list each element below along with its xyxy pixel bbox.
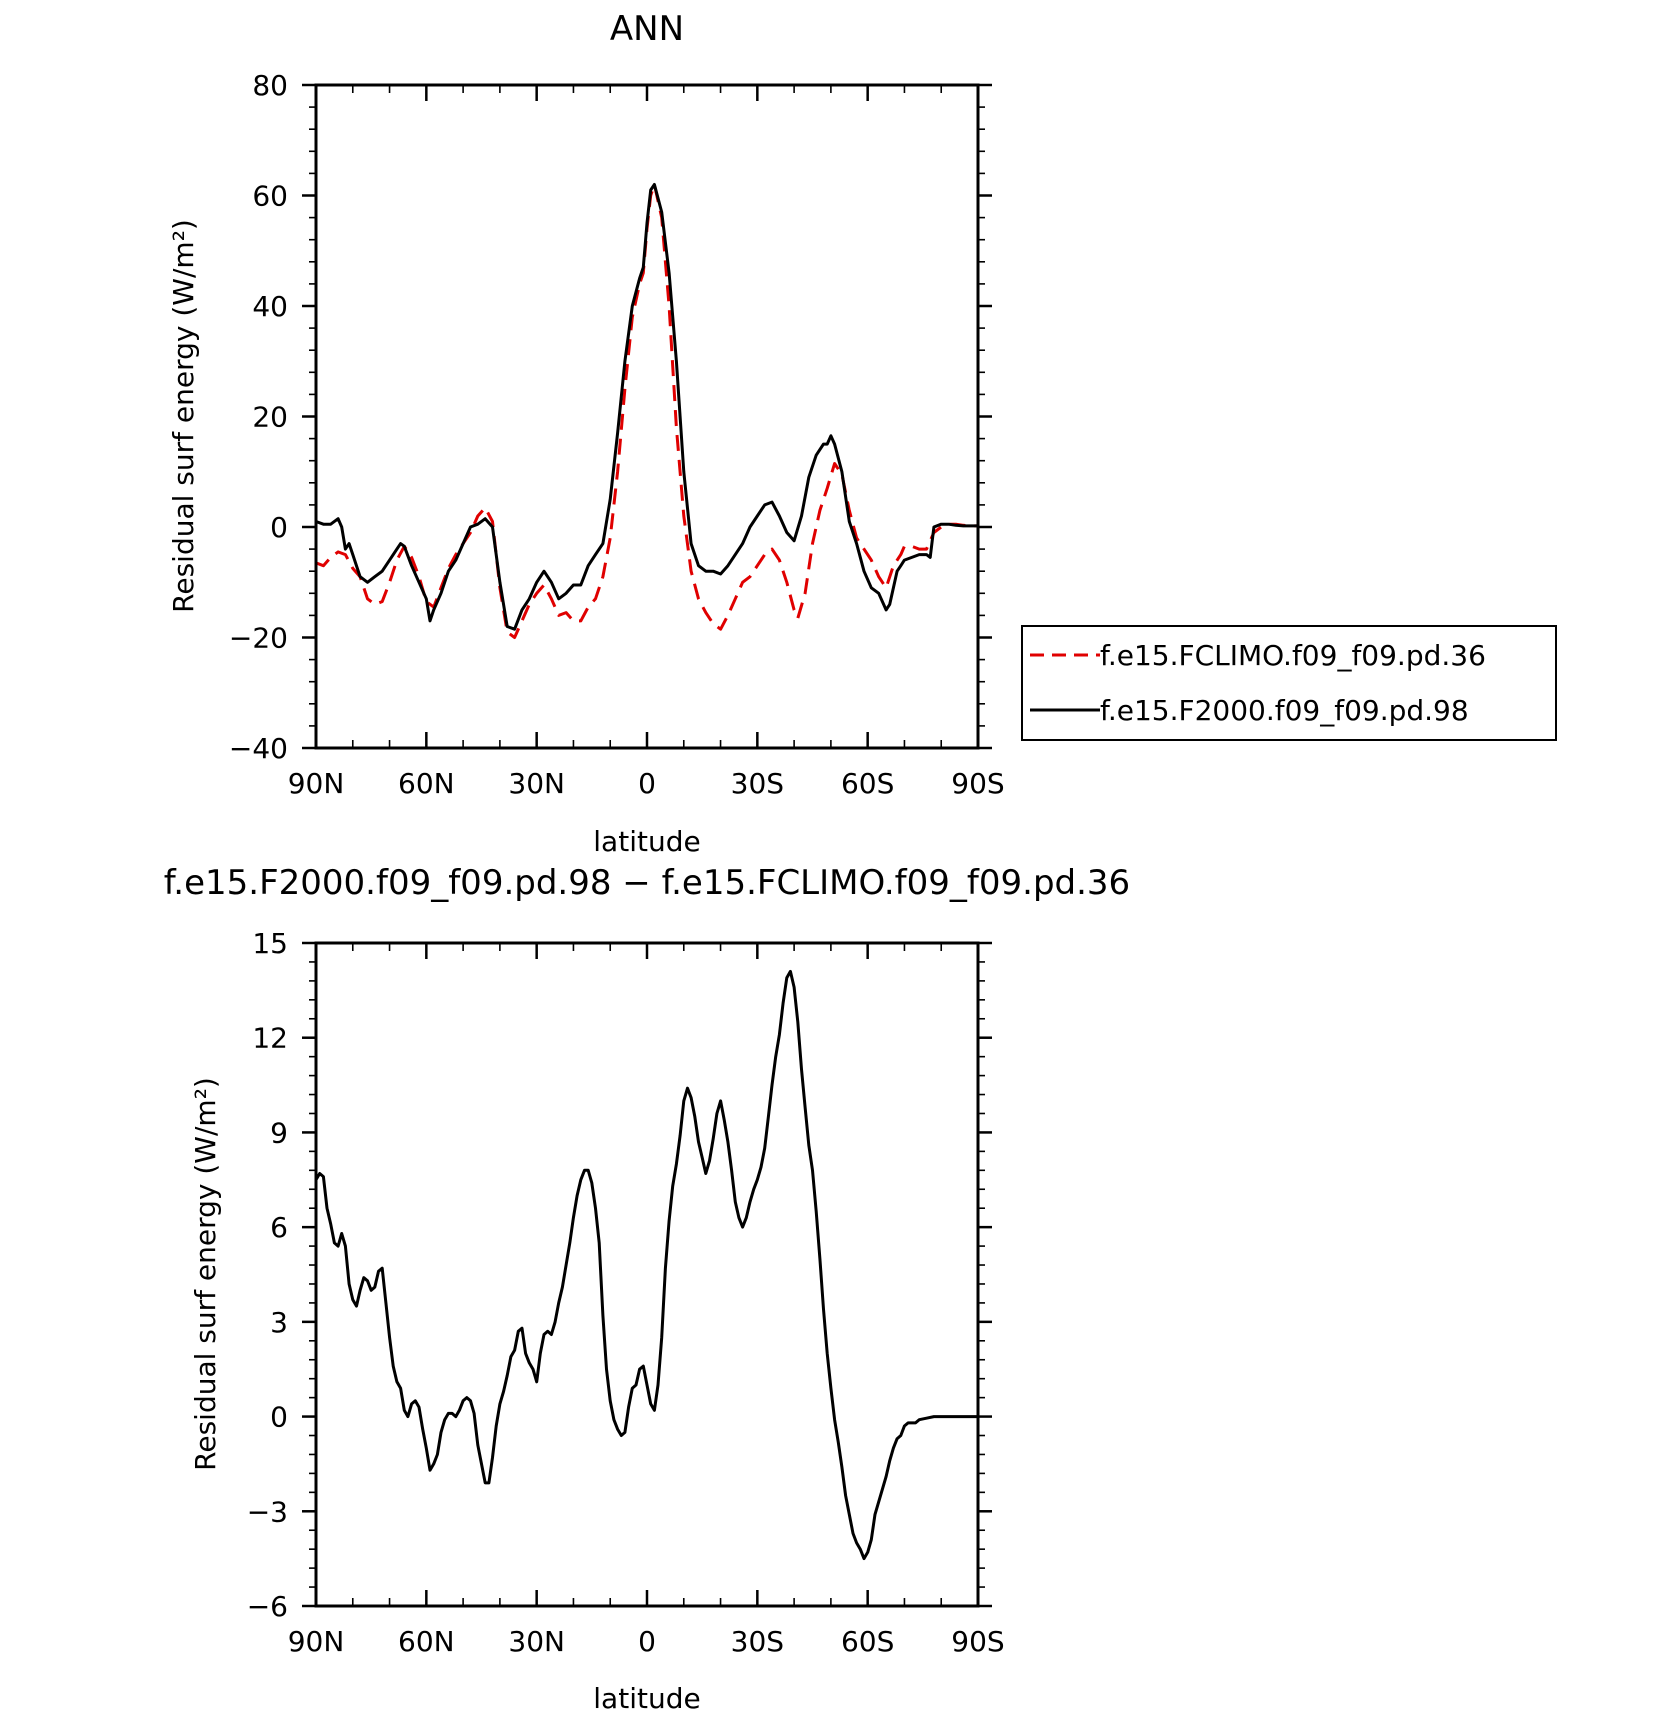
top-x-tick-label: 90S [951, 767, 1004, 800]
bottom-y-tick-label: 12 [252, 1022, 288, 1055]
top-x-tick-label: 0 [638, 767, 656, 800]
bottom-x-axis-title: latitude [593, 1682, 700, 1715]
top-plot-title: ANN [610, 9, 684, 49]
annual-mean-panel: ANN 90N 60N 30N 0 30S 60S 90S −40 −20 0 20 40 60 80 l… [167, 9, 1557, 858]
top-y-tick-label: −40 [229, 732, 288, 765]
bottom-x-tick-label: 0 [638, 1625, 656, 1658]
top-x-axis-title: latitude [593, 825, 700, 858]
bottom-y-tick-label: 6 [270, 1211, 288, 1244]
bottom-series-line-1 [314, 969, 978, 1561]
bottom-y-tick-label: −6 [247, 1590, 288, 1623]
bottom-y-axis-title: Residual surf energy (W/m²) [189, 1077, 222, 1471]
top-series-line-1 [315, 183, 978, 639]
bottom-y-tick-label: 3 [270, 1306, 288, 1339]
legend-label-f2000: f.e15.F2000.f09_f09.pd.98 [1100, 694, 1469, 727]
bottom-y-tick-label: −3 [247, 1495, 288, 1528]
bottom-x-tick-label: 60S [841, 1625, 894, 1658]
bottom-plot-frame [314, 941, 980, 1608]
top-series-line-2 [315, 183, 978, 631]
bottom-y-tick-label: 0 [270, 1401, 288, 1434]
difference-panel: f.e15.F2000.f09_f09.pd.98 − f.e15.FCLIMO… [164, 863, 1130, 1715]
top-x-tick-label: 30N [508, 767, 565, 800]
top-x-tick-label: 30S [731, 767, 784, 800]
bottom-x-tick-label: 90S [951, 1625, 1004, 1658]
top-x-tick-label: 60S [841, 767, 894, 800]
top-plot-ticks: 90N 60N 30N 0 30S 60S 90S −40 −20 0 20 40 60 80 [229, 69, 1005, 800]
top-x-tick-label: 60N [398, 767, 455, 800]
legend-box [1021, 625, 1557, 741]
bottom-x-tick-label: 60N [398, 1625, 455, 1658]
bottom-x-tick-label: 30S [731, 1625, 784, 1658]
top-y-tick-label: −20 [229, 622, 288, 655]
bottom-y-tick-label: 15 [252, 927, 288, 960]
top-plot-series [315, 183, 978, 639]
bottom-plot-series [314, 969, 978, 1561]
top-y-tick-label: 20 [252, 401, 288, 434]
top-y-tick-label: 0 [270, 511, 288, 544]
top-plot-frame [314, 83, 980, 750]
bottom-x-tick-label: 90N [288, 1625, 345, 1658]
top-x-tick-label: 90N [288, 767, 345, 800]
top-y-tick-label: 60 [252, 180, 288, 213]
legend-label-fclimo: f.e15.FCLIMO.f09_f09.pd.36 [1100, 639, 1486, 672]
bottom-x-tick-label: 30N [508, 1625, 565, 1658]
top-y-axis-title: Residual surf energy (W/m²) [167, 219, 200, 613]
top-y-tick-label: 40 [252, 290, 288, 323]
top-y-tick-label: 80 [252, 69, 288, 102]
bottom-plot-title: f.e15.F2000.f09_f09.pd.98 − f.e15.FCLIMO… [164, 863, 1130, 903]
bottom-y-tick-label: 9 [270, 1116, 288, 1149]
top-plot-legend: f.e15.FCLIMO.f09_f09.pd.36 f.e15.F2000.f… [1021, 625, 1557, 741]
